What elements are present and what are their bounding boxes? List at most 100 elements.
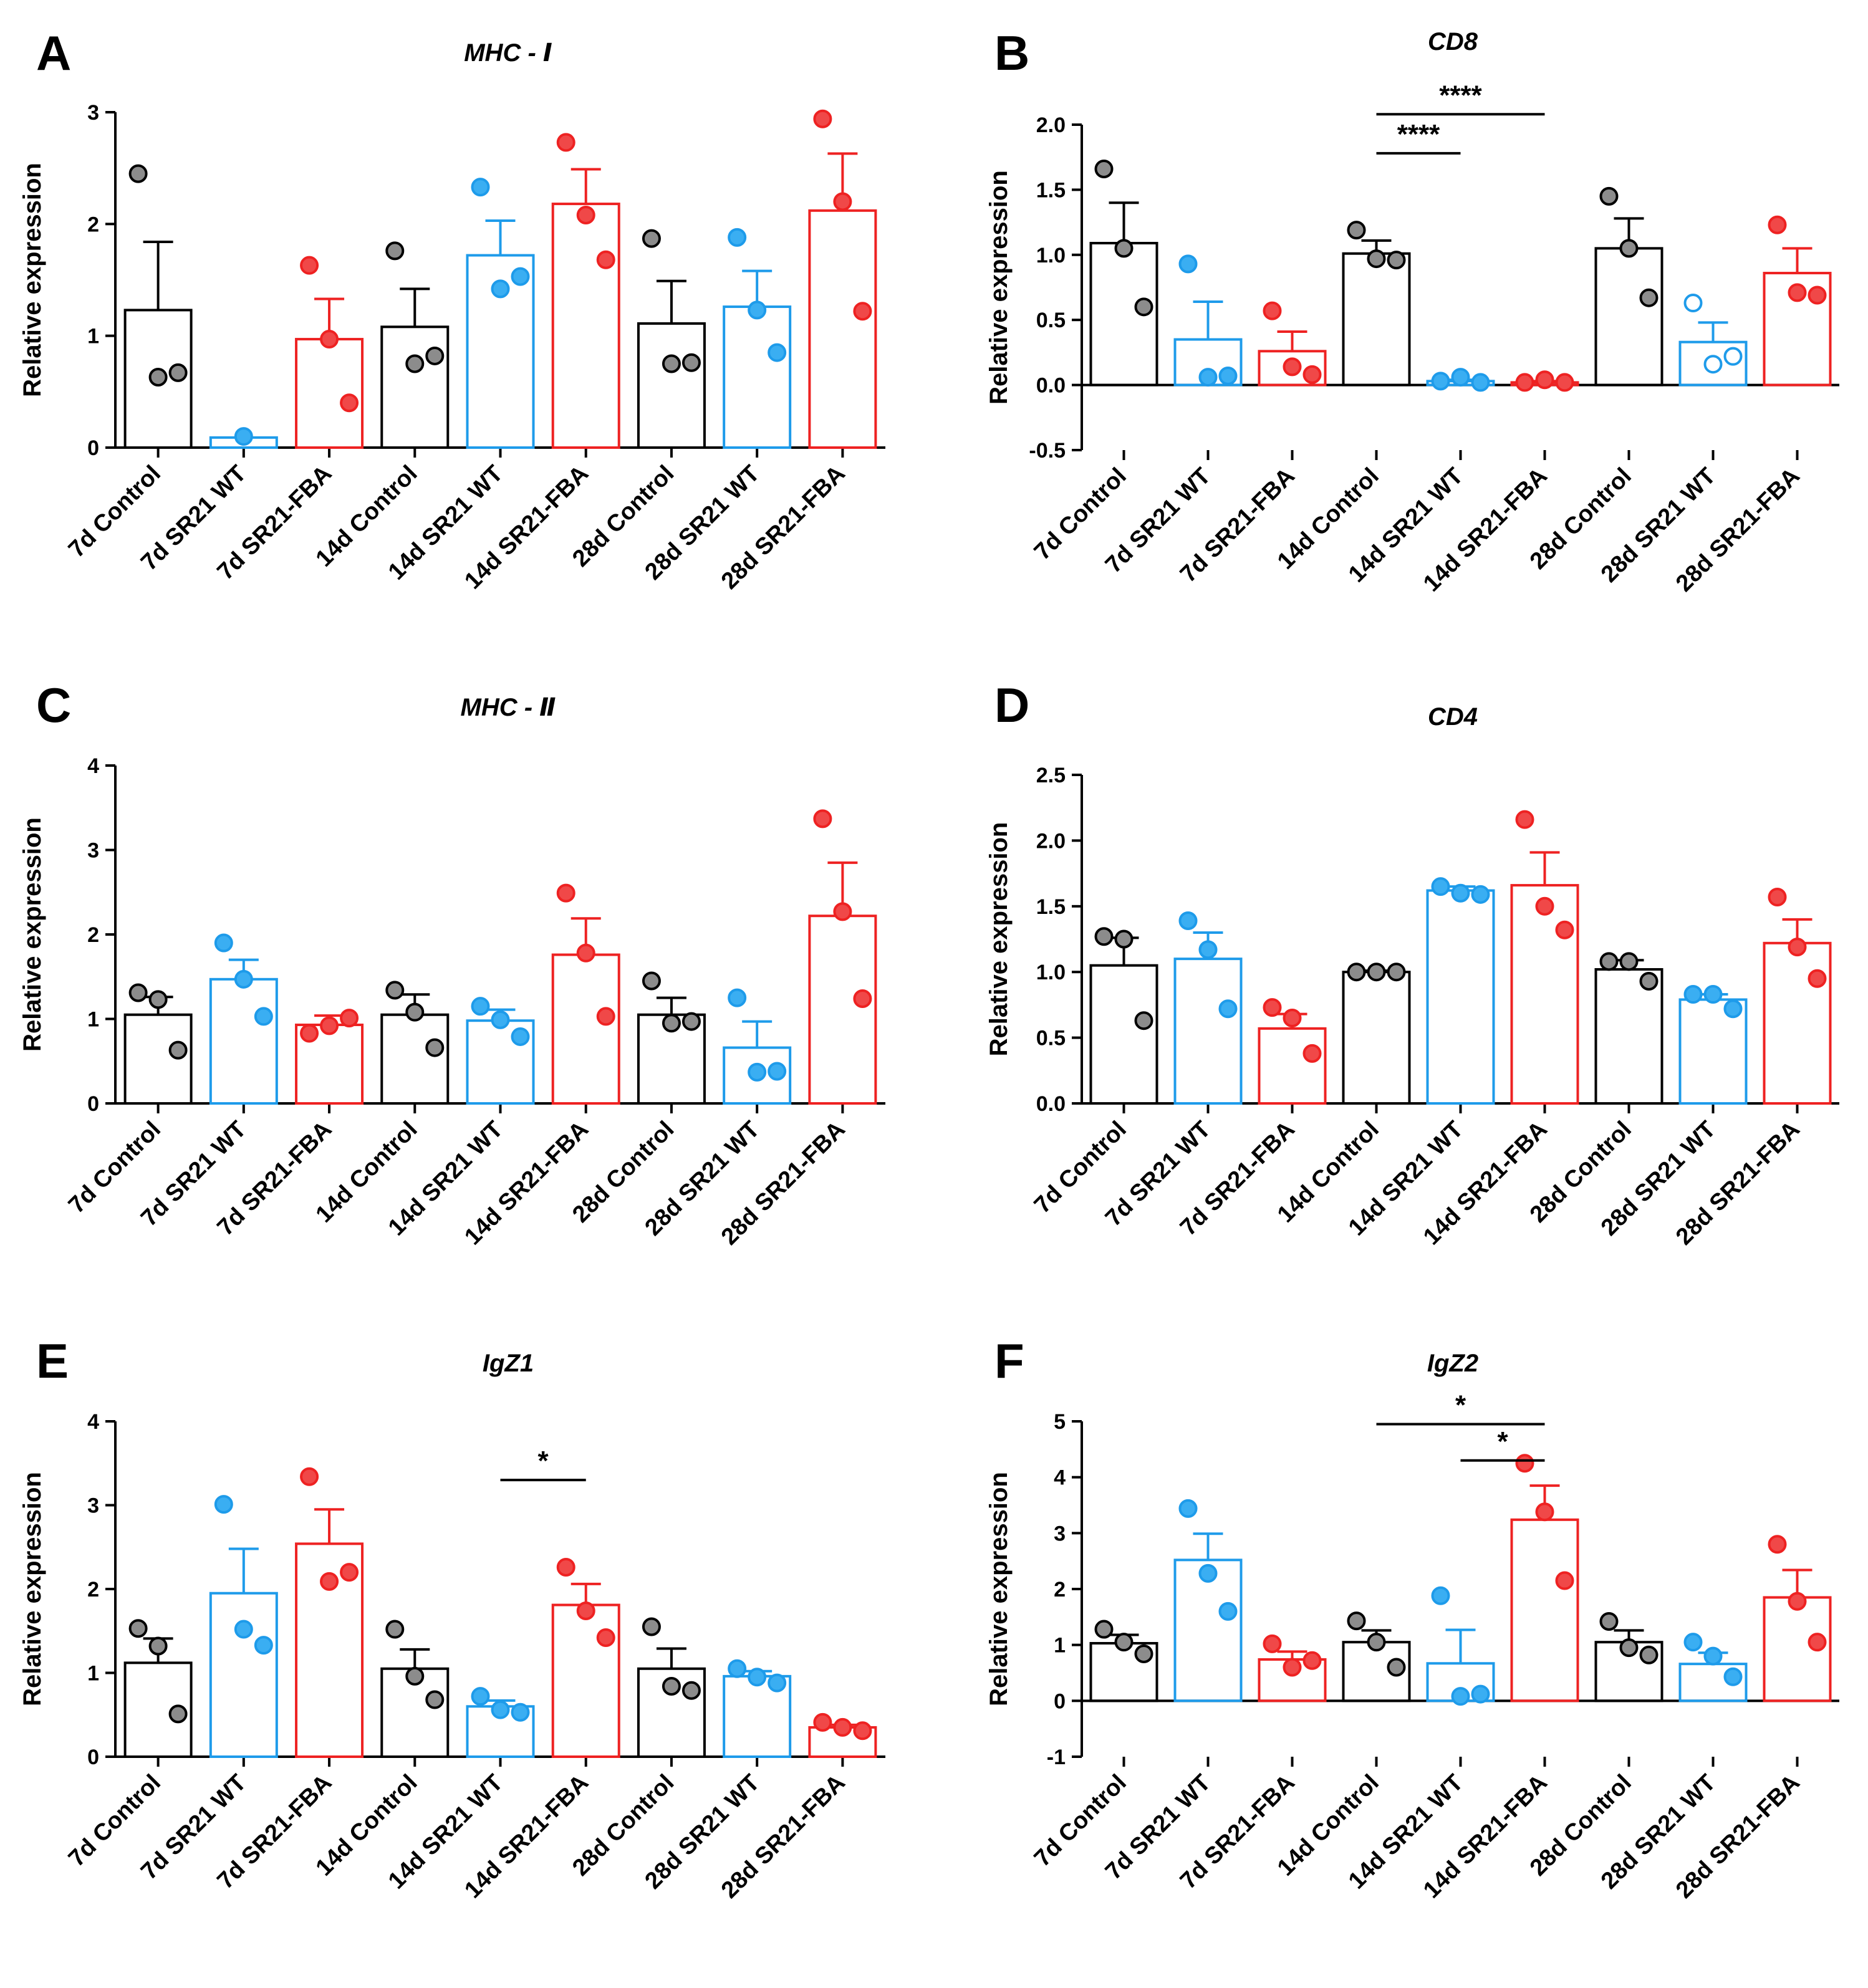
data-point [748,300,767,320]
data-point [385,241,405,261]
bar [1342,252,1411,387]
data-point [405,1666,425,1686]
data-point [1639,288,1659,307]
y-tick-label: 1 [1054,1634,1066,1658]
data-point [1367,1633,1386,1652]
data-point [662,1014,681,1033]
data-point [1788,283,1807,302]
data-point [1515,810,1534,829]
data-point [1283,1008,1302,1027]
data-point [1218,999,1238,1019]
data-point [1347,963,1366,982]
significance-label: * [538,1446,549,1476]
chart-title: IgZ1 [483,1350,534,1377]
data-point [128,983,148,1002]
y-tick-label: 3 [87,839,99,863]
data-point [320,1016,339,1035]
data-point [1134,1011,1153,1030]
data-point [1599,1612,1619,1631]
y-tick-label: 2.0 [1036,829,1066,853]
y-tick-label: 3 [87,101,99,125]
data-point [1263,301,1282,320]
y-tick-label: 4 [87,1410,99,1434]
data-point [1535,370,1554,390]
data-point [642,1617,661,1636]
bar [1763,941,1832,1105]
bar [551,953,620,1105]
panel-letter: D [994,678,1029,732]
y-tick-label: 1.0 [1036,961,1066,984]
data-point [1198,940,1218,959]
data-point [1263,998,1282,1017]
y-tick-label: 0.5 [1036,1027,1066,1050]
chart-title: CD4 [1428,703,1478,731]
y-axis-label: Relative expression [985,822,1013,1057]
data-point [1599,952,1619,971]
data-point [1114,239,1134,258]
panel-letter: B [994,26,1029,80]
bar [1594,247,1663,387]
significance-label: **** [1397,119,1440,150]
data-point [1263,1634,1282,1653]
data-point [1515,373,1534,392]
y-axis-label: Relative expression [985,1472,1013,1706]
data-point [234,427,253,446]
data-point [168,363,188,382]
data-point [1703,1646,1723,1666]
bar [1510,1518,1579,1702]
data-point [853,989,872,1008]
y-tick-label: 2.0 [1036,113,1066,137]
data-point [813,109,832,128]
data-point [148,1636,168,1656]
bar [209,977,278,1105]
data-point [853,1721,872,1741]
data-point [1808,969,1827,988]
data-point [471,997,490,1016]
data-point [728,988,747,1007]
panel-letter: E [36,1333,69,1388]
data-point [1471,885,1490,904]
y-tick-label: 0 [87,1092,99,1116]
data-point [813,1712,832,1732]
data-point [833,192,852,211]
bar [808,915,877,1105]
data-point [491,1700,510,1719]
bar [1342,971,1411,1105]
y-tick-label: 1 [87,1662,99,1686]
y-tick-label: 4 [87,754,99,778]
data-point [254,1007,273,1026]
data-point [1451,368,1470,387]
y-tick-label: 3 [1054,1522,1066,1545]
data-point [1302,365,1322,384]
data-point [1134,1645,1153,1664]
data-point [1218,1601,1238,1621]
bar [209,1592,278,1759]
data-point [833,1717,852,1737]
data-point [1599,186,1619,206]
data-point [1555,373,1574,392]
data-point [491,279,510,299]
data-point [596,250,615,269]
data-point [168,1040,188,1060]
y-tick-label: 4 [1054,1466,1066,1490]
data-point [1619,239,1639,258]
data-point [1723,1667,1743,1686]
data-point [1788,1592,1807,1611]
data-point [405,354,425,373]
data-point [425,1690,445,1709]
panel-d: D CD4 0.0 0.5 1.0 1.5 2.0 2.5 Relative express… [985,678,1839,1251]
data-point [1639,1645,1659,1664]
data-point [1283,357,1302,377]
bar [123,1013,193,1105]
data-point [1114,929,1134,949]
data-point [148,368,168,387]
data-point [340,1009,359,1028]
y-tick-label: 2 [87,1578,99,1601]
data-point [1768,888,1787,907]
data-point [1515,1454,1534,1473]
data-point [681,353,701,372]
bar [1426,889,1495,1105]
